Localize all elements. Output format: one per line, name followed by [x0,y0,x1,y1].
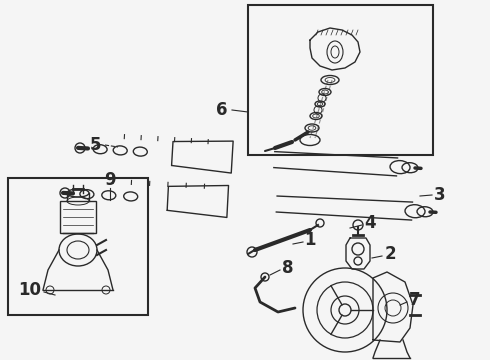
Text: 2: 2 [384,245,396,263]
Bar [248,5,433,155]
Bar [8,178,148,315]
Text: 5: 5 [89,136,101,154]
Text: 10: 10 [19,281,42,299]
Text: 1: 1 [304,231,316,249]
Bar [60,201,96,233]
Text: 8: 8 [282,259,294,277]
Text: 9: 9 [104,171,116,189]
Text: 7: 7 [409,291,421,309]
Text: 4: 4 [364,214,376,232]
Text: 3: 3 [434,186,446,204]
Text: 6: 6 [216,101,228,119]
